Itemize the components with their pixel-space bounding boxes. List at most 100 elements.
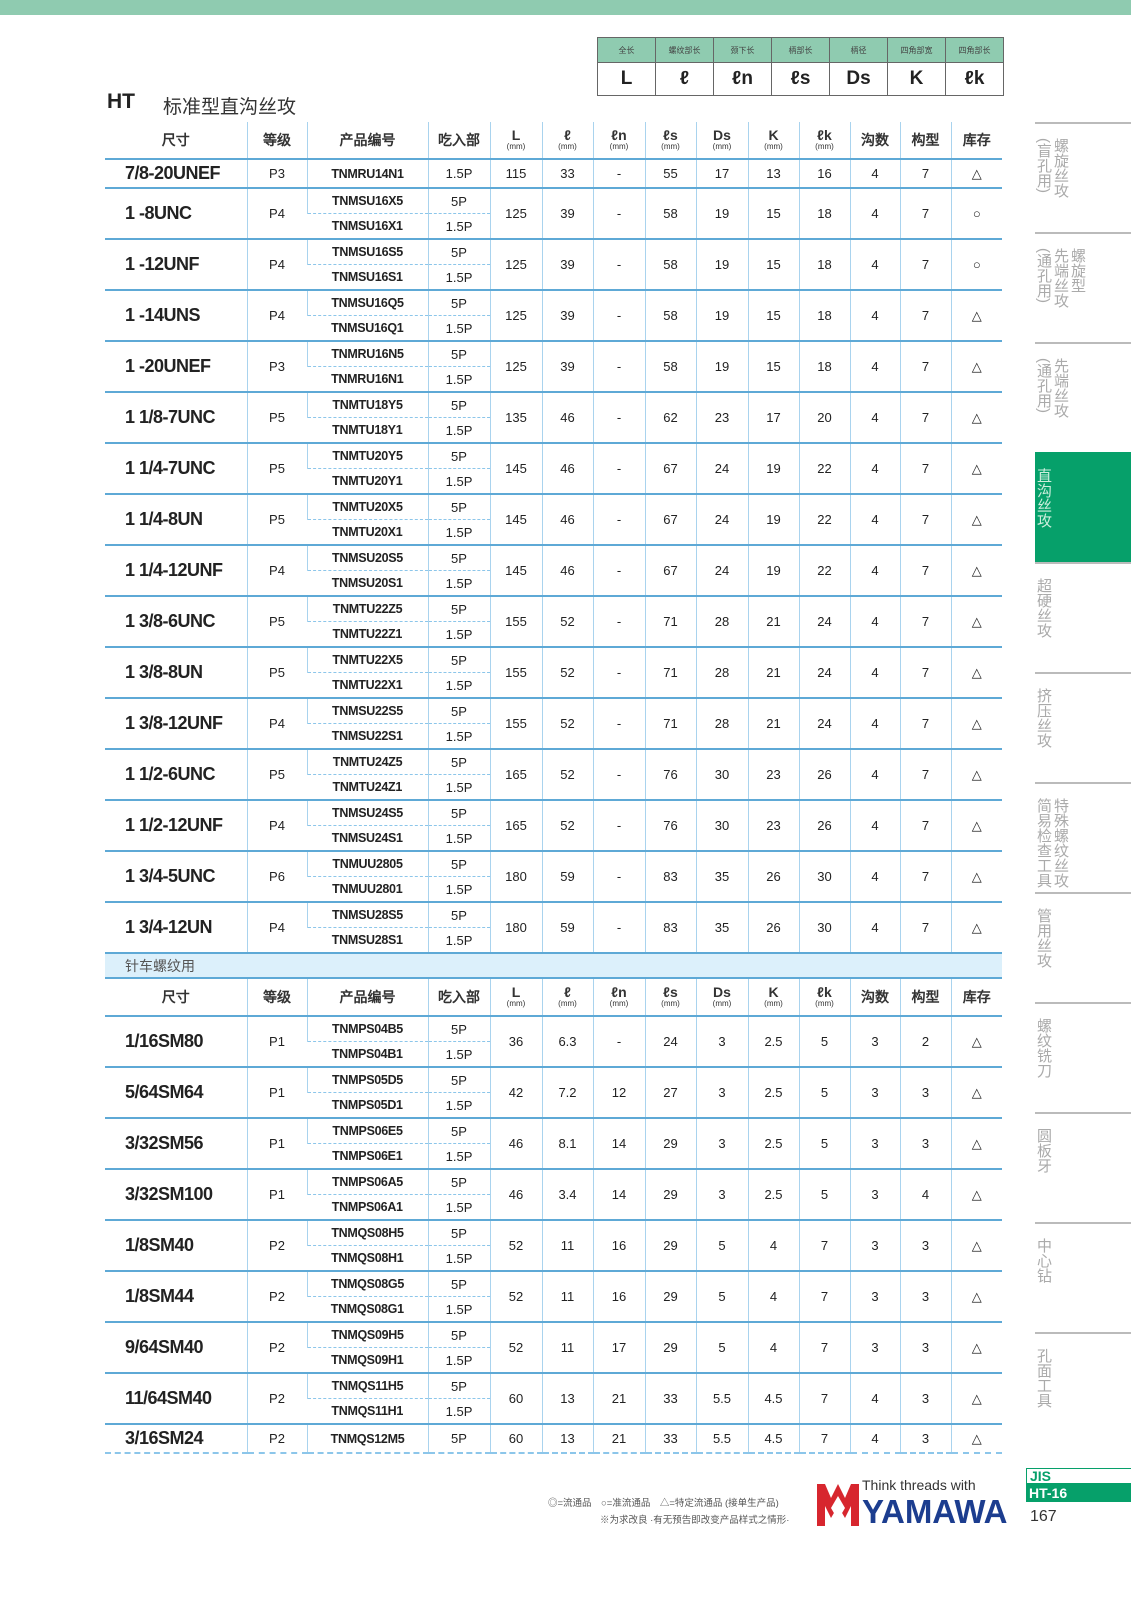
K-cell: 4 (747, 1220, 799, 1272)
stock-cell: △ (950, 545, 1002, 597)
entry-cell: 1.5P (427, 723, 490, 750)
entry-cell: 5P (427, 1373, 490, 1399)
grade-cell: P5 (246, 749, 307, 801)
column-symbol: ℓk (817, 127, 832, 143)
side-tab-2[interactable]: 螺旋型 先端丝攻 (通孔用) (1035, 232, 1131, 342)
Ds-cell: 30 (695, 749, 748, 801)
size-cell: 1 1/4-12UNF (105, 545, 247, 597)
side-tab-10[interactable]: 圆板牙 (1035, 1112, 1131, 1222)
legend-symbol: ℓn (713, 62, 772, 96)
ls-cell: 67 (644, 494, 696, 546)
lk-cell: 16 (798, 159, 850, 189)
l-cell: 13 (541, 1373, 593, 1425)
stock-cell: △ (950, 290, 1002, 342)
K-cell: 26 (747, 902, 799, 954)
Ds-cell: 19 (695, 239, 748, 291)
product-code: TNMPS04B5 (306, 1016, 428, 1042)
brand-name: YAMAWA (862, 1493, 1008, 1530)
L-cell: 155 (489, 698, 542, 750)
grade-cell: P3 (246, 341, 307, 393)
side-tab-8[interactable]: 管用丝攻 (1035, 892, 1131, 1002)
table-row: 1/8SM40 P2 TNMQS08H5 5P 52 11 16 29 5 4 7 3 3 △ (105, 1220, 1002, 1272)
K-cell: 15 (747, 188, 799, 240)
side-tab-12[interactable]: 孔面工具 (1035, 1332, 1131, 1442)
size-cell: 1 3/4-12UN (105, 902, 247, 954)
side-tab-label: (通孔用) (1035, 248, 1052, 303)
type-cell: 7 (899, 800, 951, 852)
column-symbol: ℓn (611, 127, 627, 143)
side-tab-9[interactable]: 螺纹铣刀 (1035, 1002, 1131, 1112)
entry-cell: 5P (427, 698, 490, 724)
entry-cell: 5P (427, 749, 490, 775)
type-cell: 7 (899, 749, 951, 801)
grade-cell: P5 (246, 443, 307, 495)
flutes-cell: 3 (849, 1271, 900, 1323)
table-row: 7/8-20UNEF P3 TNMRU14N1 1.5P 115 33-55 17 13 16 4… (105, 159, 1002, 189)
legend-symbol: ℓs (771, 62, 830, 96)
side-tab-3[interactable]: 先端丝攻 (通孔用) (1035, 342, 1131, 452)
side-tab-11[interactable]: 中心钻 (1035, 1222, 1131, 1332)
product-code: TNMSU22S1 (307, 723, 428, 750)
table-row-sub: TNMTU22X1 1.5P (105, 672, 1002, 699)
entry-cell: 5P (427, 239, 490, 265)
table-row: 3/32SM56 P1 TNMPS06E5 5P 46 8.1 14 29 3 2.5 5 3 3 △ (105, 1118, 1002, 1170)
size-cell: 1/16SM80 (105, 1016, 247, 1068)
side-tab-5[interactable]: 超硬丝攻 (1035, 562, 1131, 672)
K-cell: 4.5 (747, 1424, 799, 1454)
series-code: HT (107, 90, 135, 113)
ln-cell: 16 (592, 1220, 645, 1272)
column-symbol: L (511, 127, 521, 143)
flutes-cell: 3 (849, 1067, 900, 1119)
type-cell: 3 (899, 1424, 951, 1454)
flutes-cell: 4 (849, 494, 900, 546)
column-symbol: ℓ (564, 127, 571, 143)
Ds-cell: 3 (695, 1016, 748, 1068)
table-row: 1 1/4-12UNF P4 TNMSU20S5 5P 145 46-67 24 19 22 4 7… (105, 545, 1002, 597)
entry-cell: 5P (427, 1169, 490, 1195)
column-symbol: K (768, 127, 779, 143)
table-row-sub: TNMPS06E1 1.5P (105, 1143, 1002, 1170)
side-tab-6[interactable]: 挤压丝攻 (1035, 672, 1131, 782)
entry-cell: 1.5P (427, 927, 490, 954)
size-cell: 1 1/4-7UNC (105, 443, 247, 495)
lk-cell: 18 (798, 188, 850, 240)
product-code: TNMQS12M5 (306, 1424, 428, 1454)
size-cell: 1 1/4-8UN (105, 494, 247, 546)
L-cell: 180 (489, 902, 542, 954)
flutes-cell: 3 (849, 1220, 900, 1272)
Ds-cell: 24 (695, 494, 748, 546)
side-tab-1[interactable]: 螺旋丝攻 (盲孔用) (1035, 122, 1131, 232)
table-row: 1 -8UNC P4 TNMSU16X5 5P 125 39-58 19 15 18 4 7 ○ (105, 188, 1002, 240)
product-code: TNMTU24Z5 (306, 749, 428, 775)
type-cell: 3 (899, 1373, 951, 1425)
lk-cell: 30 (798, 851, 850, 903)
lk-cell: 30 (798, 902, 850, 954)
table-row: 1 1/2-12UNF P4 TNMSU24S5 5P 165 52-76 30 23 26 4 7… (105, 800, 1002, 852)
entry-cell: 5P (427, 1322, 490, 1348)
column-header-lk: ℓk (mm) (798, 122, 850, 160)
side-tab-7[interactable]: 特殊螺纹丝攻 简易检查工具 (1035, 782, 1131, 892)
lk-cell: 24 (798, 596, 850, 648)
side-tab-4[interactable]: 直沟丝攻 (1035, 452, 1131, 562)
ls-cell: 76 (644, 800, 696, 852)
K-cell: 2.5 (747, 1016, 799, 1068)
K-cell: 19 (747, 443, 799, 495)
column-symbol: Ds (713, 984, 731, 1000)
entry-cell: 1.5P (427, 468, 490, 495)
product-code: TNMTU22X5 (306, 647, 428, 673)
product-code: TNMPS04B1 (307, 1041, 428, 1068)
product-code: TNMPS06E1 (307, 1143, 428, 1170)
L-cell: 165 (489, 800, 542, 852)
legend-symbol: ℓk (945, 62, 1004, 96)
unit-label: (mm) (558, 142, 577, 151)
column-symbol: ℓs (663, 127, 678, 143)
type-cell: 3 (899, 1322, 951, 1374)
L-cell: 145 (489, 545, 542, 597)
table-row: 9/64SM40 P2 TNMQS09H5 5P 52 11 17 29 5 4 7 3 3 △ (105, 1322, 1002, 1374)
size-cell: 5/64SM64 (105, 1067, 247, 1119)
ln-cell: 12 (592, 1067, 645, 1119)
side-tab-label: 螺旋丝攻 (1052, 138, 1069, 198)
legend-symbol: ℓ (655, 62, 714, 96)
K-cell: 21 (747, 647, 799, 699)
lk-cell: 7 (798, 1373, 850, 1425)
